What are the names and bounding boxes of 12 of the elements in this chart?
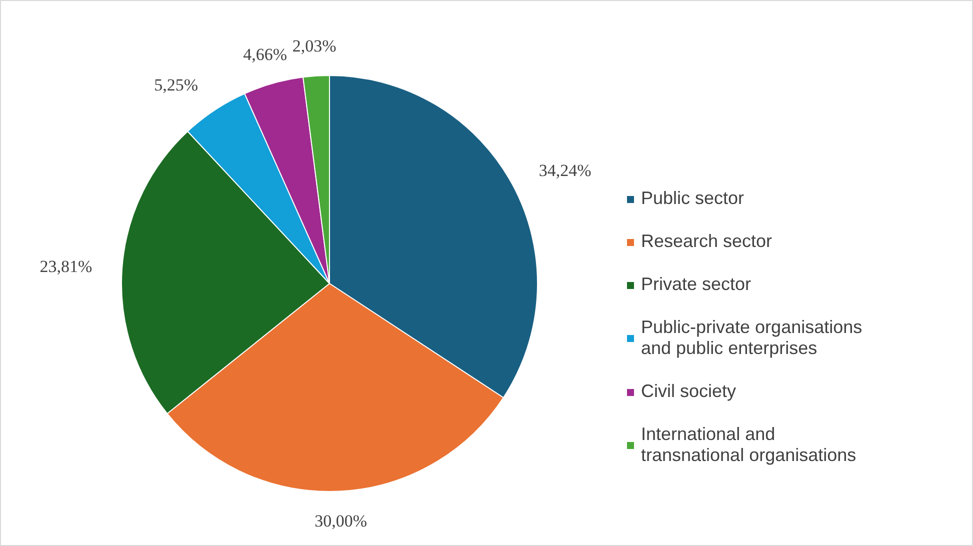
data-label: 34,24% [538,160,592,180]
data-label: 30,00% [314,512,368,531]
legend-label: International and transnational organisations [641,424,856,466]
data-label: 2,03% [292,36,336,56]
legend-label: Private sector [641,274,752,295]
data-label: 5,25% [154,76,198,95]
legend-label: Public-private organisations and public enterprises [641,317,862,359]
data-label: 23,81% [40,256,92,276]
legend-label: Civil society [641,381,736,402]
legend-label: Public sector [641,188,744,209]
legend-label: Research sector [641,231,772,252]
data-label: 4,66% [243,44,288,64]
